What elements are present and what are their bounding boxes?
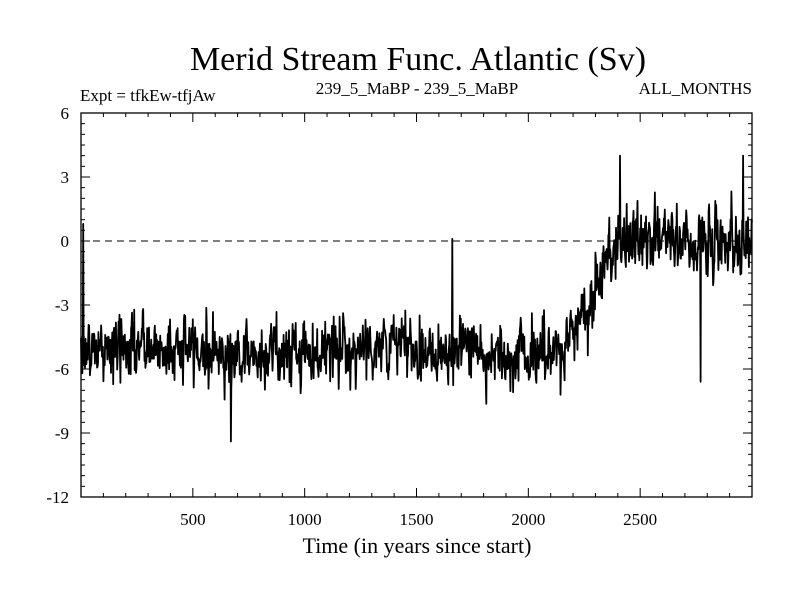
plot-frame (80, 112, 753, 498)
x-tick-label: 2500 (623, 510, 657, 529)
period-label: 239_5_MaBP - 239_5_MaBP (316, 79, 518, 98)
experiment-label: Expt = tfkEw-tfjAw (80, 86, 216, 105)
ticks-layer: 500 1000 1500 2000 2500 6 3 0 -3 -6 -9 -12 (46, 104, 752, 529)
y-tick-label: 0 (61, 232, 70, 251)
x-tick-label: 2000 (511, 510, 545, 529)
x-tick-label: 1000 (288, 510, 322, 529)
months-label: ALL_MONTHS (639, 79, 752, 98)
series-layer (80, 154, 753, 443)
y-tick-label: -6 (55, 360, 69, 379)
chart-title: Merid Stream Func. Atlantic (Sv) (190, 41, 646, 78)
plot-area: 500 1000 1500 2000 2500 6 3 0 -3 -6 -9 -12 (46, 104, 753, 529)
x-axis-label: Time (in years since start) (303, 533, 532, 558)
x-tick-label: 500 (180, 510, 206, 529)
series-line (80, 154, 753, 443)
y-tick-label: 3 (61, 168, 70, 187)
y-tick-label: -9 (55, 424, 69, 443)
y-tick-label: -12 (46, 488, 69, 507)
y-tick-label: 6 (61, 104, 70, 123)
y-tick-label: -3 (55, 296, 69, 315)
x-tick-label: 1500 (400, 510, 434, 529)
